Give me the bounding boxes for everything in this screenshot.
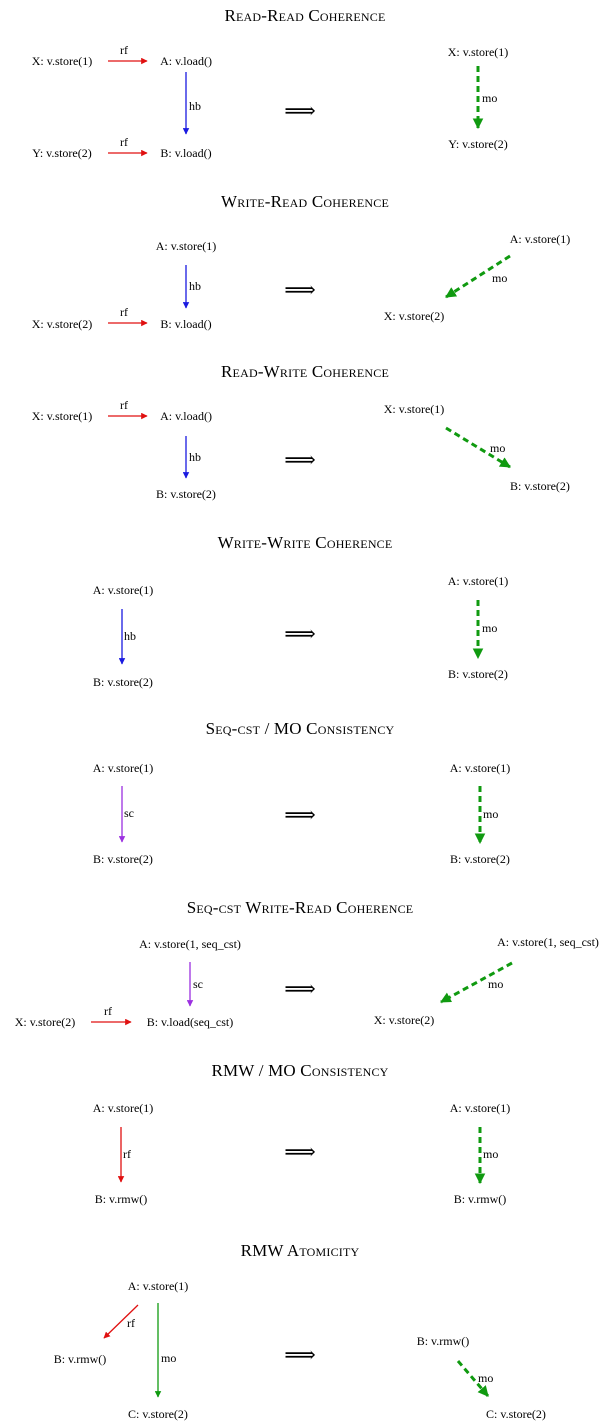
edge-hb-label: hb xyxy=(189,450,201,464)
node-x-store: X: v.store(1) xyxy=(448,45,509,59)
rule-write-read-coherence: Write-Read Coherence A: v.store(1) X: v.… xyxy=(32,192,571,331)
node-a-store: A: v.store(1) xyxy=(128,1279,189,1293)
implies-arrow-icon: ⟹ xyxy=(284,278,316,303)
implies-arrow-icon: ⟹ xyxy=(284,448,316,473)
edge-rf-label: rf xyxy=(104,1004,112,1018)
node-x-store: X: v.store(1) xyxy=(32,54,93,68)
rule-seq-cst-mo-consistency: Seq-cst / MO Consistency A: v.store(1) B… xyxy=(93,719,511,866)
node-x-store: X: v.store(1) xyxy=(32,409,93,423)
edge-mo-arrow xyxy=(445,254,511,299)
rule-rmw-atomicity: RMW Atomicity A: v.store(1) B: v.rmw() C… xyxy=(54,1241,546,1421)
rule-title: Write-Read Coherence xyxy=(221,192,389,211)
edge-mo-label: mo xyxy=(482,91,497,105)
node-b-store: B: v.store(2) xyxy=(448,667,508,681)
node-b-load: B: v.load() xyxy=(160,146,211,160)
node-a-load: A: v.load() xyxy=(160,409,212,423)
node-x-store: X: v.store(2) xyxy=(32,317,93,331)
rule-title: Read-Write Coherence xyxy=(221,362,389,381)
node-x-store: X: v.store(2) xyxy=(384,309,445,323)
node-c-store: C: v.store(2) xyxy=(128,1407,188,1421)
edge-mo-label: mo xyxy=(482,621,497,635)
rule-rmw-mo-consistency: RMW / MO Consistency A: v.store(1) B: v.… xyxy=(93,1061,511,1206)
implies-arrow-icon: ⟹ xyxy=(284,803,316,828)
edge-hb-label: hb xyxy=(189,279,201,293)
edge-mo-arrow xyxy=(456,1360,490,1397)
node-a-store: A: v.store(1) xyxy=(93,1101,154,1115)
edge-mo-label: mo xyxy=(483,807,498,821)
edge-mo-label: mo xyxy=(478,1371,493,1385)
edge-rf-label: rf xyxy=(120,398,128,412)
node-b-rmw: B: v.rmw() xyxy=(454,1192,507,1206)
node-a-store: A: v.store(1) xyxy=(510,232,571,246)
node-b-store: B: v.store(2) xyxy=(450,852,510,866)
rule-title: Seq-cst Write-Read Coherence xyxy=(187,898,414,917)
edge-mo-label: mo xyxy=(488,977,503,991)
node-a-store: A: v.store(1) xyxy=(450,761,511,775)
node-b-load: B: v.load(seq_cst) xyxy=(147,1015,234,1029)
node-b-store: B: v.store(2) xyxy=(93,852,153,866)
node-a-store: A: v.store(1) xyxy=(448,574,509,588)
node-b-rmw: B: v.rmw() xyxy=(54,1352,107,1366)
node-a-load: A: v.load() xyxy=(160,54,212,68)
node-x-store: X: v.store(1) xyxy=(384,402,445,416)
node-a-store: A: v.store(1) xyxy=(93,761,154,775)
node-b-load: B: v.load() xyxy=(160,317,211,331)
node-b-store: B: v.store(2) xyxy=(510,479,570,493)
edge-sc-label: sc xyxy=(193,977,203,991)
edge-sc-label: sc xyxy=(124,806,134,820)
node-y-store: Y: v.store(2) xyxy=(448,137,507,151)
node-c-store: C: v.store(2) xyxy=(486,1407,546,1421)
implies-arrow-icon: ⟹ xyxy=(284,1140,316,1165)
rule-title: Write-Write Coherence xyxy=(218,533,393,552)
rule-seq-cst-write-read-coherence: Seq-cst Write-Read Coherence A: v.store(… xyxy=(15,898,599,1029)
node-b-store: B: v.store(2) xyxy=(93,675,153,689)
edge-rf-label: rf xyxy=(120,43,128,57)
edge-mo-label: mo xyxy=(161,1351,176,1365)
edge-hb-label: hb xyxy=(189,99,201,113)
implies-arrow-icon: ⟹ xyxy=(284,622,316,647)
node-b-rmw: B: v.rmw() xyxy=(95,1192,148,1206)
rule-title: RMW / MO Consistency xyxy=(211,1061,388,1080)
edge-mo-label: mo xyxy=(483,1147,498,1161)
edge-mo-label: mo xyxy=(492,271,507,285)
implies-arrow-icon: ⟹ xyxy=(284,1343,316,1368)
edge-hb-label: hb xyxy=(124,629,136,643)
edge-rf-label: rf xyxy=(120,135,128,149)
rule-title: Read-Read Coherence xyxy=(224,6,385,25)
node-a-store: A: v.store(1) xyxy=(156,239,217,253)
node-a-store: A: v.store(1) xyxy=(450,1101,511,1115)
implies-arrow-icon: ⟹ xyxy=(284,99,316,124)
implies-arrow-icon: ⟹ xyxy=(284,977,316,1002)
node-y-store: Y: v.store(2) xyxy=(32,146,91,160)
rule-read-write-coherence: Read-Write Coherence X: v.store(1) A: v.… xyxy=(32,362,570,501)
edge-rf-label: rf xyxy=(127,1316,135,1330)
node-a-store: A: v.store(1) xyxy=(93,583,154,597)
edge-rf-label: rf xyxy=(120,305,128,319)
node-a-store: A: v.store(1, seq_cst) xyxy=(497,935,599,949)
node-b-store: B: v.store(2) xyxy=(156,487,216,501)
node-x-store: X: v.store(2) xyxy=(374,1013,435,1027)
rule-read-read-coherence: Read-Read Coherence X: v.store(1) A: v.l… xyxy=(32,6,509,160)
rule-write-write-coherence: Write-Write Coherence A: v.store(1) B: v… xyxy=(93,533,509,689)
rule-title: Seq-cst / MO Consistency xyxy=(206,719,395,738)
edge-mo-label: mo xyxy=(490,441,505,455)
edge-mo-arrow xyxy=(445,426,511,469)
node-x-store: X: v.store(2) xyxy=(15,1015,76,1029)
node-a-store: A: v.store(1, seq_cst) xyxy=(139,937,241,951)
edge-rf-label: rf xyxy=(123,1147,131,1161)
edge-rf-arrow xyxy=(103,1304,139,1339)
edge-mo-arrow xyxy=(440,961,513,1004)
rule-title: RMW Atomicity xyxy=(241,1241,360,1260)
node-b-rmw: B: v.rmw() xyxy=(417,1334,470,1348)
